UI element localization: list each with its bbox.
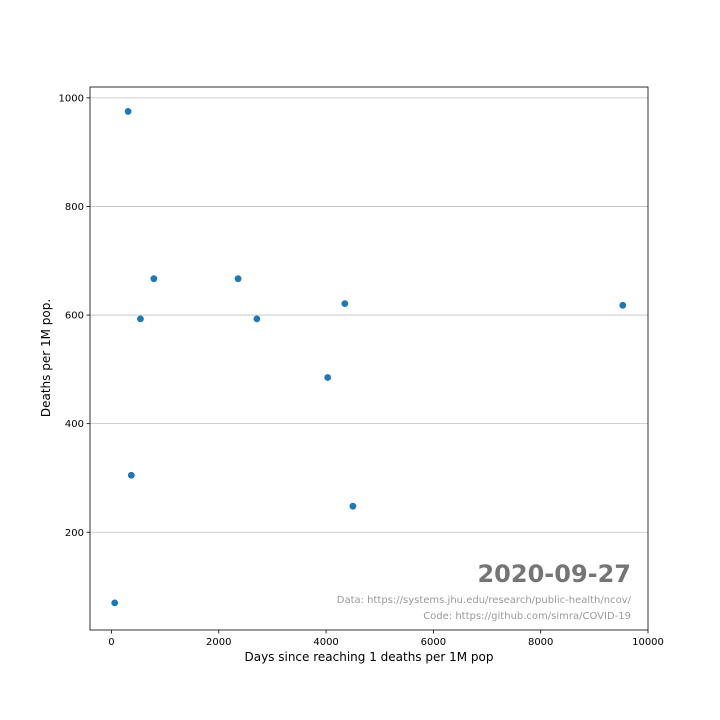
x-tick-label: 2000 xyxy=(206,637,231,648)
data-source-credit: Data: https://systems.jhu.edu/research/p… xyxy=(337,595,632,606)
data-point xyxy=(150,275,158,283)
x-tick-label: 8000 xyxy=(528,637,553,648)
data-point xyxy=(619,301,627,309)
y-tick-label: 1000 xyxy=(59,93,84,104)
data-point xyxy=(234,275,242,283)
data-point xyxy=(341,300,349,308)
y-tick-label: 800 xyxy=(65,202,84,213)
plot-frame xyxy=(89,86,649,631)
data-point xyxy=(324,374,332,381)
y-tick-label: 400 xyxy=(65,419,84,430)
data-point xyxy=(137,315,144,323)
data-point xyxy=(253,315,261,323)
date-stamp: 2020-09-27 xyxy=(477,560,631,588)
gridlines xyxy=(90,97,648,533)
x-tick-label: 0 xyxy=(108,637,114,648)
y-tick-label: 600 xyxy=(65,311,84,322)
x-axis-title: Days since reaching 1 deaths per 1M pop xyxy=(244,650,493,664)
data-point xyxy=(127,471,135,479)
y-tick-label: 200 xyxy=(65,528,84,539)
x-tick-label: 6000 xyxy=(421,637,446,648)
data-point xyxy=(111,599,119,607)
data-points xyxy=(111,108,627,607)
data-point xyxy=(124,108,132,115)
code-source-credit: Code: https://github.com/simra/COVID-19 xyxy=(423,611,631,622)
x-tick-label: 4000 xyxy=(313,637,338,648)
x-axis-ticks: 0 2000 4000 6000 8000 10000 xyxy=(108,630,664,648)
y-axis-ticks: 200 400 600 800 1000 xyxy=(59,93,90,539)
x-tick-label: 10000 xyxy=(632,637,664,648)
data-point xyxy=(349,502,357,510)
y-axis-title: Deaths per 1M pop. xyxy=(39,299,53,417)
